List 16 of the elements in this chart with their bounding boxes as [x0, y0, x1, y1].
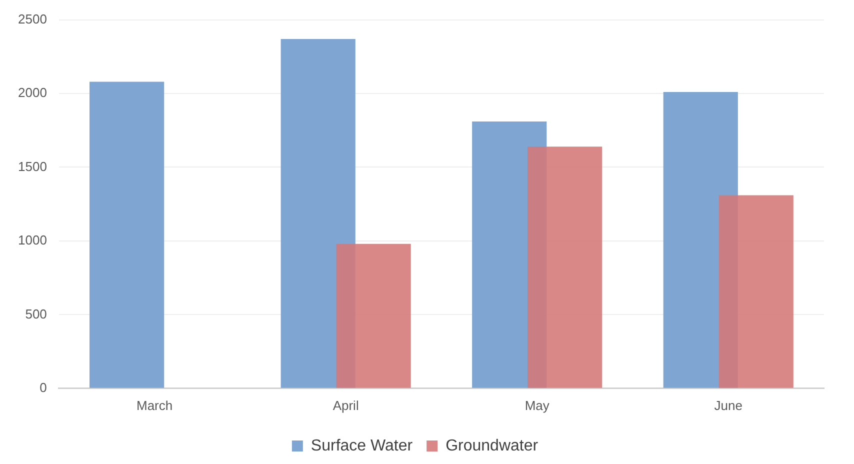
bar [90, 82, 164, 388]
bar [336, 244, 411, 388]
legend-label: Surface Water [310, 437, 414, 454]
x-tick-label: March [136, 398, 173, 413]
y-tick-label: 1000 [18, 232, 47, 248]
legend-label: Groundwater [446, 437, 539, 454]
y-tick-label: 2500 [18, 11, 47, 26]
x-tick-label: April [332, 398, 359, 413]
bar [718, 195, 794, 388]
bar [528, 146, 602, 388]
y-tick-label: 0 [40, 380, 47, 395]
y-tick-label: 1500 [18, 158, 47, 174]
y-tick-label: 500 [25, 306, 47, 322]
x-tick-label: May [524, 398, 550, 413]
x-tick-label: June [714, 398, 742, 413]
y-tick-label: 2000 [18, 85, 47, 100]
